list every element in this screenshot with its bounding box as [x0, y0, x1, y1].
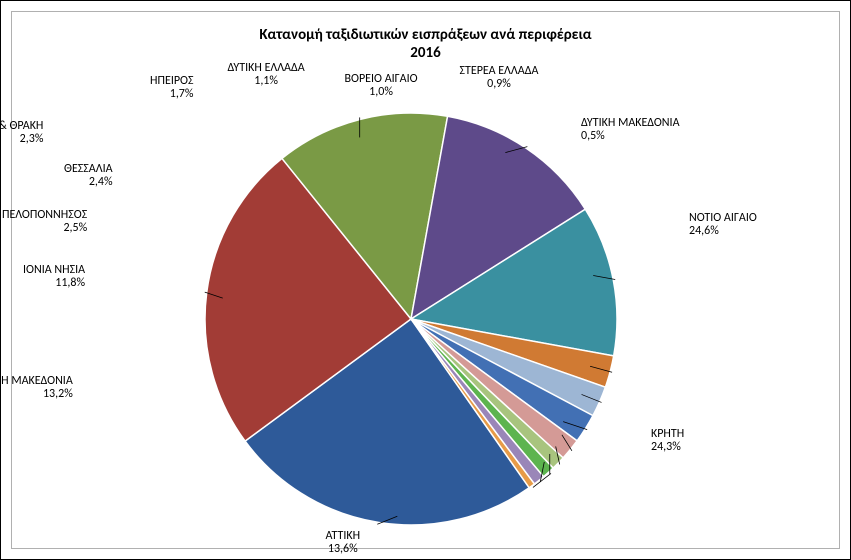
chart-inner-frame: Κατανομή ταξιδιωτικών εισπράξεων ανά περ…	[11, 11, 840, 549]
chart-outer-frame: Κατανομή ταξιδιωτικών εισπράξεων ανά περ…	[0, 0, 851, 560]
pie-chart	[12, 12, 841, 550]
